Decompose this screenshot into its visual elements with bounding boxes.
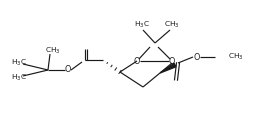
- Text: O: O: [194, 52, 200, 61]
- Text: O: O: [134, 56, 140, 66]
- Text: CH$_3$: CH$_3$: [164, 20, 180, 30]
- Text: CH$_3$: CH$_3$: [228, 52, 244, 62]
- Polygon shape: [160, 63, 176, 73]
- Text: H$_3$C: H$_3$C: [11, 73, 27, 83]
- Text: H$_3$C: H$_3$C: [11, 58, 27, 68]
- Text: O: O: [65, 66, 71, 75]
- Text: O: O: [169, 56, 175, 66]
- Text: H$_3$C: H$_3$C: [134, 20, 150, 30]
- Text: CH$_3$: CH$_3$: [45, 46, 61, 56]
